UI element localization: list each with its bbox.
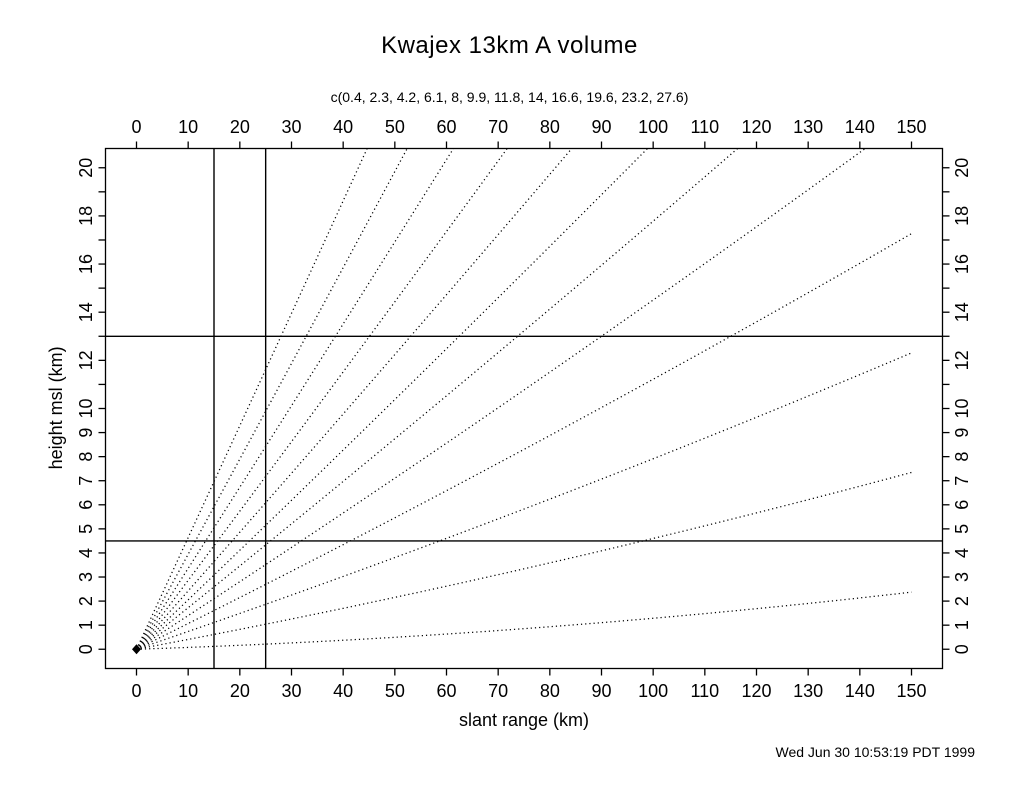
x-axis-bottom-tick-label: 20 bbox=[230, 681, 250, 701]
x-axis-top-tick-label: 80 bbox=[540, 117, 560, 137]
x-axis-top-tick-label: 150 bbox=[896, 117, 926, 137]
y-axis-right-tick-label: 12 bbox=[952, 350, 972, 370]
chart-title: Kwajex 13km A volume bbox=[381, 32, 638, 59]
x-axis-top-tick-label: 20 bbox=[230, 117, 250, 137]
x-axis-bottom-tick-label: 100 bbox=[638, 681, 668, 701]
beam-curve-27-6deg bbox=[135, 148, 368, 650]
y-axis-right-tick-label: 0 bbox=[952, 644, 972, 654]
x-axis-top-tick-label: 60 bbox=[436, 117, 456, 137]
beam-curve-14deg bbox=[136, 148, 573, 650]
y-axis-left-tick-label: 16 bbox=[76, 254, 96, 274]
beam-curve-23-2deg bbox=[135, 148, 408, 650]
beam-curve-9-9deg bbox=[136, 148, 739, 650]
y-axis-right-tick-label: 8 bbox=[952, 452, 972, 462]
y-axis-right-tick-label: 18 bbox=[952, 206, 972, 226]
y-axis-right-tick-label: 9 bbox=[952, 428, 972, 438]
x-axis-top-tick-label: 70 bbox=[488, 117, 508, 137]
x-axis-bottom-tick-label: 140 bbox=[845, 681, 875, 701]
y-axis-title: height msl (km) bbox=[46, 346, 67, 470]
x-axis-bottom-tick-label: 30 bbox=[281, 681, 301, 701]
y-axis-left-tick-label: 1 bbox=[76, 620, 96, 630]
beam-curve-16-6deg bbox=[136, 148, 508, 650]
x-axis-bottom-tick-label: 40 bbox=[333, 681, 353, 701]
y-axis-right-tick-label: 4 bbox=[952, 548, 972, 558]
beam-curve-19-6deg bbox=[135, 148, 455, 650]
x-axis-top-tick-label: 40 bbox=[333, 117, 353, 137]
y-axis-right-tick-label: 5 bbox=[952, 524, 972, 534]
y-axis-right-tick-label: 16 bbox=[952, 254, 972, 274]
beam-curve-11-8deg bbox=[136, 148, 649, 650]
x-axis-bottom-tick-label: 110 bbox=[690, 681, 719, 701]
y-axis-left-tick-label: 0 bbox=[76, 644, 96, 654]
y-axis-left-tick-label: 9 bbox=[76, 428, 96, 438]
x-axis-bottom-tick-label: 10 bbox=[178, 681, 198, 701]
y-axis-right-tick-label: 1 bbox=[952, 620, 972, 630]
y-axis-right-tick-label: 14 bbox=[952, 302, 972, 322]
x-axis-bottom-tick-label: 130 bbox=[793, 681, 823, 701]
y-axis-right-tick-label: 7 bbox=[952, 476, 972, 486]
y-axis-left-tick-label: 3 bbox=[76, 572, 96, 582]
y-axis-left-tick-label: 12 bbox=[76, 350, 96, 370]
plot-box bbox=[104, 147, 944, 670]
y-axis-left-tick-label: 18 bbox=[76, 206, 96, 226]
x-axis-top-tick-label: 10 bbox=[178, 117, 198, 137]
x-axis-top-tick-label: 0 bbox=[131, 117, 141, 137]
x-axis-bottom-tick-label: 90 bbox=[591, 681, 611, 701]
x-axis-bottom-tick-label: 60 bbox=[436, 681, 456, 701]
beam-curve-4-2deg bbox=[136, 352, 912, 650]
y-axis-left-tick-label: 2 bbox=[76, 596, 96, 606]
chart-subtitle-elevation-list: c(0.4, 2.3, 4.2, 6.1, 8, 9.9, 11.8, 14, … bbox=[330, 89, 689, 105]
x-axis-bottom-tick-label: 70 bbox=[488, 681, 508, 701]
y-axis-left-tick-label: 4 bbox=[76, 548, 96, 558]
x-axis-top-tick-label: 110 bbox=[690, 117, 719, 137]
x-axis-bottom-tick-label: 50 bbox=[385, 681, 405, 701]
y-axis-left-tick-label: 8 bbox=[76, 452, 96, 462]
x-axis-top-tick-label: 90 bbox=[591, 117, 611, 137]
y-axis-left-tick-label: 5 bbox=[76, 524, 96, 534]
beam-curve-0-4deg bbox=[136, 591, 912, 650]
x-axis-bottom-tick-label: 0 bbox=[131, 681, 141, 701]
beam-curve-2-3deg bbox=[136, 471, 912, 650]
beam-curve-6-1deg bbox=[136, 233, 912, 650]
y-axis-right-tick-label: 2 bbox=[952, 596, 972, 606]
y-axis-left-tick-label: 7 bbox=[76, 476, 96, 486]
y-axis-left-tick-label: 14 bbox=[76, 302, 96, 322]
y-axis-left-tick-label: 10 bbox=[76, 398, 96, 418]
x-axis-top-tick-label: 100 bbox=[638, 117, 668, 137]
y-axis-left-tick-label: 20 bbox=[76, 158, 96, 178]
timestamp: Wed Jun 30 10:53:19 PDT 1999 bbox=[775, 744, 975, 760]
beam-curves-group bbox=[135, 148, 912, 650]
origin-marker bbox=[132, 644, 141, 655]
y-axis-right-tick-label: 20 bbox=[952, 158, 972, 178]
y-axis-right-tick-label: 6 bbox=[952, 500, 972, 510]
y-axis-right-tick-label: 10 bbox=[952, 398, 972, 418]
x-axis-bottom-tick-label: 120 bbox=[741, 681, 771, 701]
x-axis-title: slant range (km) bbox=[458, 710, 590, 730]
x-axis-bottom-tick-label: 80 bbox=[540, 681, 560, 701]
x-axis-top-tick-label: 130 bbox=[793, 117, 823, 137]
x-axis-top-tick-label: 30 bbox=[281, 117, 301, 137]
x-axis-top-tick-label: 140 bbox=[845, 117, 875, 137]
y-axis-right-tick-label: 3 bbox=[952, 572, 972, 582]
x-axis-top-tick-label: 50 bbox=[385, 117, 405, 137]
x-axis-bottom-tick-label: 150 bbox=[896, 681, 926, 701]
beam-curve-8deg bbox=[136, 148, 867, 650]
x-axis-top-tick-label: 120 bbox=[741, 117, 771, 137]
y-axis-left-tick-label: 6 bbox=[76, 500, 96, 510]
